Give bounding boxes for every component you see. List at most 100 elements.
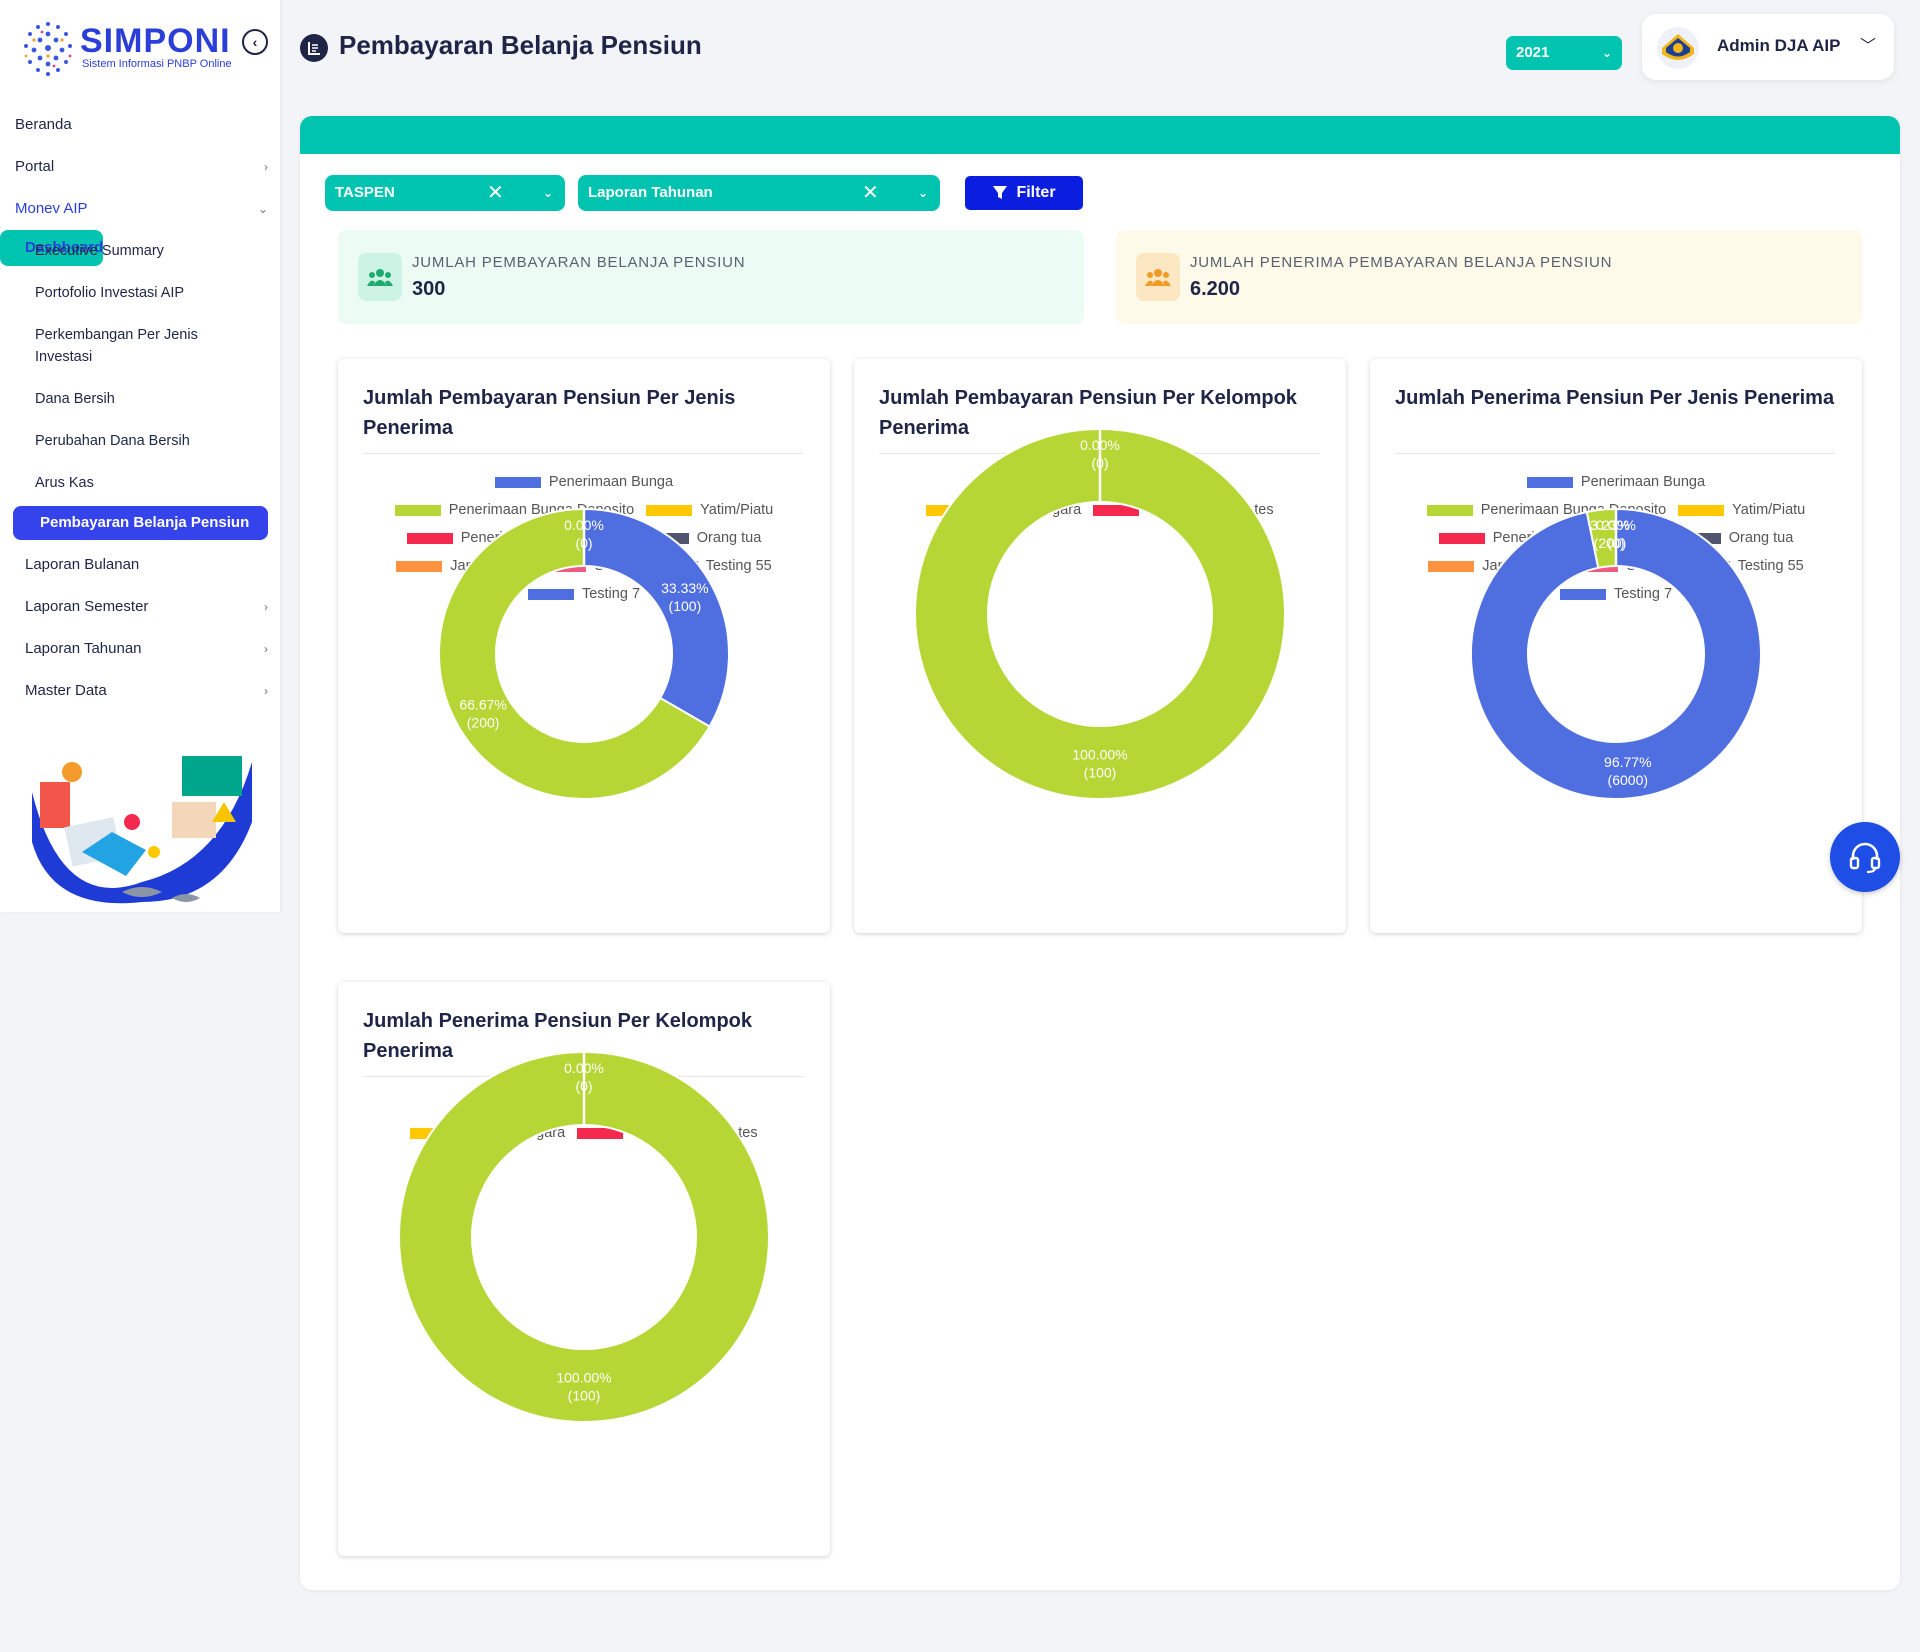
sidebar-item-executive-summary[interactable]: Executive Summary: [0, 230, 280, 272]
legend-swatch: [406, 532, 453, 544]
slice-percent-label: 0.00%: [1596, 517, 1636, 533]
donut-slice[interactable]: [914, 427, 1286, 801]
legend-swatch: [396, 560, 443, 572]
filter-button-label: Filter: [1016, 184, 1056, 201]
legend-swatch: [1559, 588, 1606, 600]
slice-count-label: (100): [669, 598, 702, 614]
chevron-right-icon: ›: [264, 600, 268, 614]
headset-icon: [1849, 842, 1881, 874]
collapse-sidebar-button[interactable]: ‹: [242, 29, 268, 55]
legend-label: Testing 55: [1737, 558, 1804, 574]
users-icon: [358, 253, 402, 301]
chevron-down-icon: ⌄: [81, 241, 92, 255]
sidebar-item-arus-kas[interactable]: Arus Kas: [0, 462, 280, 504]
legend-swatch: [494, 476, 541, 488]
sidebar-item-label: Dana Bersih: [35, 391, 115, 407]
sidebar-item-portal[interactable]: Portal ›: [0, 146, 280, 188]
stat-card-recipients: JUMLAH PENERIMA PEMBAYARAN BELANJA PENSI…: [1116, 230, 1862, 324]
legend-swatch: [394, 504, 441, 516]
panel-header-band: [300, 116, 1900, 154]
sidebar-item-master-data[interactable]: Master Data ›: [0, 670, 280, 712]
chart-legend-row: Penerimaan Bunga: [338, 471, 830, 493]
sidebar-item-label: Executive Summary: [35, 243, 164, 259]
chevron-right-icon: ›: [264, 642, 268, 656]
slice-percent-label: 66.67%: [459, 696, 506, 712]
slice-percent-label: 3.23%: [1590, 517, 1630, 533]
legend-label: tes: [738, 1125, 758, 1141]
sidebar-item-perkembangan-per-jenis-investasi[interactable]: Perkembangan Per Jenis Investasi: [0, 314, 280, 378]
sidebar-item-label: Perubahan Dana Bersih: [35, 433, 190, 449]
year-select-value: 2021: [1516, 44, 1550, 61]
slice-percent-label: 0.00%: [564, 1060, 604, 1076]
donut-chart: 33.33% (100) 66.67% (200) 0.00% (0): [438, 507, 730, 800]
sidebar-item-beranda[interactable]: Beranda: [0, 104, 280, 146]
clear-icon[interactable]: ✕: [862, 182, 879, 204]
chevron-right-icon: ›: [264, 684, 268, 698]
chart-legend-row: Testing 7: [1370, 583, 1862, 605]
page-title-icon: [300, 34, 328, 62]
legend-item[interactable]: Testing 7: [527, 586, 640, 602]
sidebar-item-laporan-tahunan[interactable]: Laporan Tahunan ›: [0, 628, 280, 670]
decorative-illustration: [32, 756, 252, 904]
legend-item[interactable]: Testing 7: [1559, 586, 1672, 602]
entity-select[interactable]: TASPEN ✕ ⌄: [325, 175, 565, 211]
legend-label: Yatim/Piatu: [1732, 502, 1806, 518]
legend-item[interactable]: Penerimaan Bunga: [494, 474, 673, 490]
report-type-select-value: Laporan Tahunan: [588, 184, 713, 201]
filter-icon: [993, 186, 1008, 199]
users-icon: [1136, 253, 1180, 301]
slice-percent-label: 100.00%: [556, 1370, 611, 1386]
sidebar-item-pembayaran-belanja-pensiun[interactable]: Pembayaran Belanja Pensiun: [13, 506, 268, 540]
sidebar-item-perubahan-dana-bersih[interactable]: Perubahan Dana Bersih: [0, 420, 280, 462]
legend-item[interactable]: Yatim/Piatu: [646, 502, 773, 518]
chevron-right-icon: ›: [264, 160, 268, 174]
clear-icon[interactable]: ✕: [487, 182, 504, 204]
sidebar-item-label: Monev AIP: [15, 200, 88, 217]
legend-swatch: [1526, 476, 1573, 488]
report-type-select[interactable]: Laporan Tahunan ✕ ⌄: [578, 175, 940, 211]
sidebar-item-dashboard[interactable]: Dashboard ⌄: [0, 230, 104, 266]
filter-button[interactable]: Filter: [965, 176, 1083, 210]
main-panel: TASPEN ✕ ⌄ Laporan Tahunan ✕ ⌄ Filter JU…: [300, 116, 1900, 1590]
sidebar-item-dana-bersih[interactable]: Dana Bersih: [0, 378, 280, 420]
year-select[interactable]: 2021 ⌄: [1506, 36, 1622, 70]
stat-value: 6.200: [1190, 278, 1241, 300]
sidebar-item-monev-aip[interactable]: Monev AIP ⌄: [0, 188, 280, 230]
chart-legend-row: Testing 7: [338, 583, 830, 605]
simponi-logo-icon: [24, 22, 72, 76]
legend-item[interactable]: Penerimaan Bunga: [1526, 474, 1705, 490]
sidebar-item-label: Laporan Tahunan: [25, 640, 142, 657]
chart-card-2: Jumlah Pembayaran Pensiun Per Kelompok P…: [854, 359, 1346, 933]
page-title: Pembayaran Belanja Pensiun: [339, 30, 702, 60]
chevron-left-icon: ‹: [252, 34, 258, 50]
slice-count-label: (100): [1084, 765, 1117, 781]
stat-value: 300: [412, 278, 446, 300]
slice-count-label: (6000): [1608, 772, 1648, 788]
donut-slice[interactable]: [398, 1050, 770, 1424]
sidebar-item-laporan-bulanan[interactable]: Laporan Bulanan: [0, 544, 280, 586]
sidebar-item-label: Laporan Semester: [25, 598, 149, 615]
slice-count-label: (200): [1594, 535, 1627, 551]
donut-slice[interactable]: [1470, 507, 1762, 800]
legend-swatch: [1428, 560, 1475, 572]
donut-slice[interactable]: [438, 507, 711, 800]
simponi-logo[interactable]: SIMPONI Sistem Informasi PNBP Online: [18, 18, 268, 82]
sidebar-item-label: Pembayaran Belanja Pensiun: [40, 514, 250, 531]
user-menu[interactable]: Admin DJA AIP ﹀: [1642, 14, 1894, 80]
chevron-down-icon: ⌄: [542, 186, 553, 200]
donut-chart: 96.77% (6000) 3.23% (200) 0.00% (0): [1470, 507, 1762, 800]
sidebar-item-label: Portal: [15, 158, 55, 175]
legend-label: Testing 55: [705, 558, 772, 574]
help-chat-button[interactable]: [1830, 822, 1900, 892]
sidebar-item-label: Master Data: [25, 682, 107, 699]
donut-slice[interactable]: [583, 507, 730, 728]
sidebar-menu: Beranda Portal › Monev AIP ⌄ Dashboard ⌄ Execut…: [0, 104, 280, 712]
legend-item[interactable]: Yatim/Piatu: [1678, 502, 1805, 518]
sidebar-item-portofolio-investasi-aip[interactable]: Portofolio Investasi AIP: [0, 272, 280, 314]
slice-count-label: (0): [575, 1078, 592, 1094]
legend-label: Orang tua: [696, 530, 762, 546]
sidebar-item-label: Laporan Bulanan: [25, 556, 140, 573]
legend-swatch: [577, 1127, 624, 1139]
legend-swatch: [527, 588, 574, 600]
sidebar-item-laporan-semester[interactable]: Laporan Semester ›: [0, 586, 280, 628]
